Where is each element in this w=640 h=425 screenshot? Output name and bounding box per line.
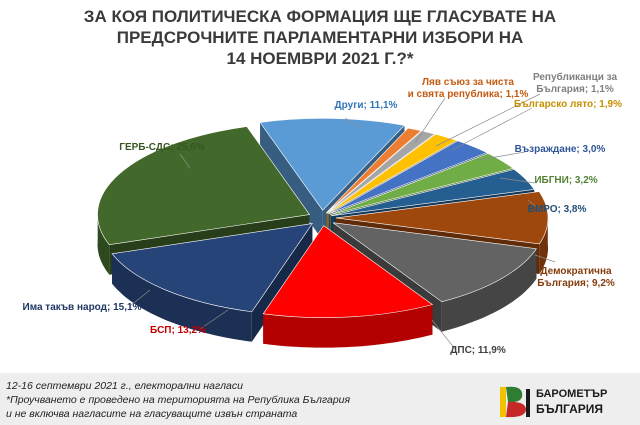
- pie-slice-4: [328, 140, 488, 215]
- slice-label-3: Българско лято; 1,9%: [514, 99, 622, 110]
- leader-line-1: [414, 97, 446, 144]
- footer-notes: 12-16 септември 2021 г., електорални наг…: [6, 379, 350, 421]
- pie-slice-0: [259, 118, 406, 211]
- pie-slice-rim-11: [97, 210, 110, 275]
- leader-line-4: [477, 151, 526, 161]
- title-line-3: 14 НОЕМВРИ 2021 Г.?*: [226, 49, 414, 68]
- barometer-bulgaria-logo: БАРОМЕТЪР БЪЛГАРИЯ: [500, 386, 607, 418]
- logo-text-2: БЪЛГАРИЯ: [536, 402, 603, 416]
- pie-slice-rim-8: [441, 248, 537, 332]
- pie-slice-rim-10: [112, 253, 252, 342]
- slice-label-8: ДПС; 11,9%: [450, 345, 506, 356]
- pie-slice-11: [97, 126, 311, 246]
- slice-label-4: Възраждане; 3,0%: [515, 144, 606, 155]
- slice-label-10: Има такъв народ; 15,1%: [23, 302, 142, 313]
- leader-line-9: [199, 309, 229, 330]
- leader-line-3: [451, 107, 533, 151]
- leader-line-2: [435, 93, 541, 147]
- pie-slice-9: [262, 225, 434, 318]
- leader-line-10: [129, 289, 151, 307]
- slice-label-0: Други; 11,1%: [335, 100, 398, 111]
- leader-line-0: [344, 117, 363, 129]
- title-line-2: ПРЕДСРОЧНИТЕ ПАРЛАМЕНТАРНИ ИЗБОРИ НА: [116, 28, 524, 47]
- footer-note-1: *Проучването е проведено на територията …: [6, 394, 351, 406]
- pie-slice-2: [326, 130, 436, 214]
- pie-tops: [97, 118, 549, 318]
- logo-text-1: БАРОМЕТЪР: [536, 388, 607, 400]
- footer-panel: 12-16 септември 2021 г., електорални наг…: [0, 373, 640, 425]
- pie-slice-8: [332, 222, 537, 303]
- pie-slice-rim-9: [263, 304, 433, 348]
- footer-date: 12-16 септември 2021 г., електорални наг…: [6, 380, 243, 392]
- leader-line-11: [179, 153, 191, 169]
- pie-slice-7: [335, 191, 549, 245]
- slice-label-7: Демократична България; 9,2%: [537, 266, 615, 289]
- slice-label-11: ГЕРБ-СДС; 25,6%: [119, 142, 205, 153]
- leader-line-7: [534, 254, 556, 263]
- leader-line-6: [527, 199, 541, 211]
- footer-note-2: и не включва нагласите на гласуващите из…: [6, 408, 298, 420]
- leader-line-5: [499, 177, 536, 184]
- slice-label-9: БСП; 13,2%: [150, 325, 206, 336]
- pie-labels: Други; 11,1% Ляв съюз за чиста и свята реп…: [23, 71, 623, 356]
- pie-slice-10: [111, 223, 313, 313]
- slice-label-1: Ляв съюз за чиста и свята република; 1,1%: [408, 77, 529, 100]
- title-line-1: ЗА КОЯ ПОЛИТИЧЕСКА ФОРМАЦИЯ ЩЕ ГЛАСУВАТЕ…: [83, 7, 557, 26]
- pie-slice-1: [325, 127, 422, 214]
- chart-title: ЗА КОЯ ПОЛИТИЧЕСКА ФОРМАЦИЯ ЩЕ ГЛАСУВАТЕ…: [0, 6, 640, 69]
- logo-mark-icon: [500, 386, 530, 418]
- leader-line-8: [431, 319, 456, 350]
- pie-slice-5: [329, 153, 514, 216]
- slice-label-2: Републиканци за България; 1,1%: [533, 71, 618, 95]
- pie-chart: Други; 11,1% Ляв съюз за чиста и свята реп…: [23, 71, 623, 356]
- pie-slice-3: [327, 133, 458, 214]
- slice-label-6: ВМРО; 3,8%: [528, 204, 587, 215]
- pie-slice-6: [331, 169, 535, 217]
- slice-label-5: ИБГНИ; 3,2%: [534, 175, 597, 186]
